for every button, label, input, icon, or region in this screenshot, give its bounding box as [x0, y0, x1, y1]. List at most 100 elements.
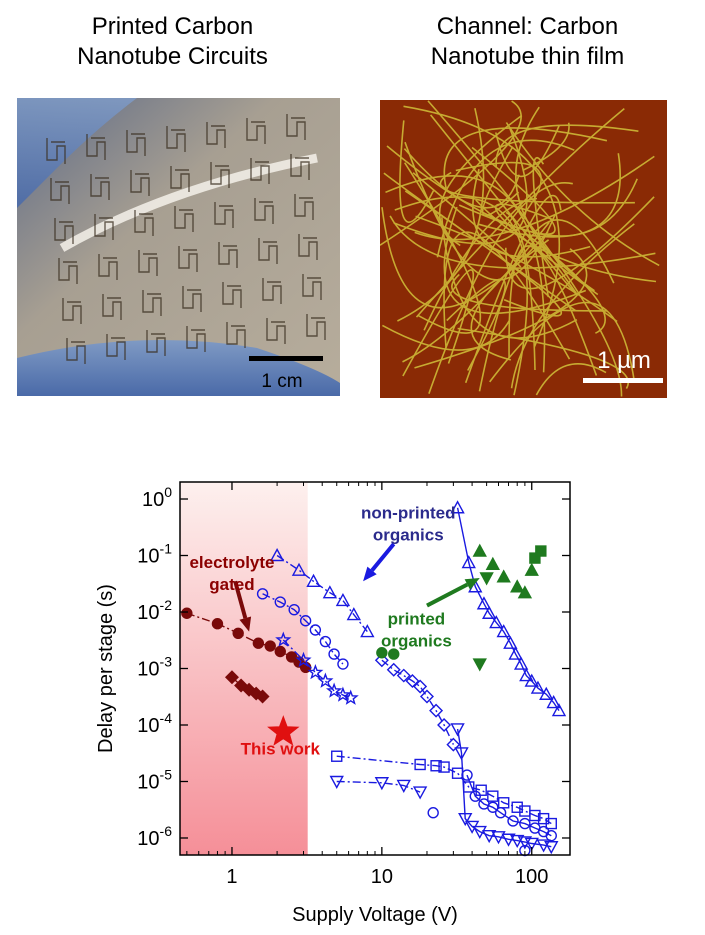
y-tick-label: 100	[142, 484, 172, 511]
nanotube-strand	[470, 239, 550, 361]
nanotube-strand	[464, 194, 562, 384]
nanotube-strand	[436, 139, 575, 258]
data-point	[342, 689, 359, 705]
data-point	[535, 545, 547, 557]
nanotube-strand	[414, 248, 588, 369]
nanotube-strand	[515, 106, 595, 292]
data-point	[461, 769, 473, 781]
nanotube-strand	[508, 245, 598, 376]
circuit-trace	[250, 158, 270, 184]
annotation-arrow	[233, 580, 252, 632]
data-point	[438, 761, 450, 773]
data-point	[461, 555, 476, 569]
data-series	[256, 588, 349, 670]
data-point	[396, 779, 411, 793]
nanotube-strand	[403, 148, 520, 209]
circuit-trace	[142, 290, 162, 316]
nanotube-strand	[404, 162, 482, 334]
caption-printed-circuits: Printed Carbon Nanotube Circuits	[0, 12, 345, 72]
circuit-trace	[66, 338, 86, 364]
data-series	[374, 653, 461, 752]
data-point	[232, 627, 244, 639]
nanotube-strand	[481, 146, 520, 217]
data-series	[267, 715, 300, 746]
nanotube-strand	[495, 125, 560, 178]
circuit-trace	[226, 322, 246, 348]
data-point	[275, 631, 292, 647]
data-series	[275, 631, 359, 705]
data-point	[211, 618, 224, 630]
nanotube-strand	[523, 231, 606, 334]
data-point	[274, 596, 286, 608]
data-point	[346, 607, 361, 621]
data-series	[224, 670, 270, 704]
circuit-trace	[174, 206, 194, 232]
data-point	[413, 679, 428, 694]
data-point	[524, 673, 539, 687]
nanotube-strand	[399, 120, 435, 223]
data-point	[419, 689, 434, 704]
annotation-arrow	[363, 542, 396, 582]
printed-circuits-photo: 1 cm	[17, 98, 340, 396]
shaded-region	[180, 482, 308, 855]
data-point	[519, 805, 531, 817]
series-line	[456, 728, 552, 848]
data-point	[510, 579, 525, 593]
nanotube-strand	[427, 100, 623, 397]
x-axis-label: Supply Voltage (V)	[292, 904, 458, 926]
data-point	[374, 653, 389, 668]
y-tick-label: 10-2	[137, 597, 172, 624]
caption-line: Channel: Carbon	[436, 13, 619, 40]
nanotube-strand	[505, 122, 660, 267]
circuit-trace	[266, 318, 286, 344]
data-point	[487, 801, 499, 813]
circuit-trace	[138, 250, 158, 276]
data-point	[181, 607, 193, 619]
data-point	[414, 758, 426, 771]
circuit-trace	[306, 314, 326, 340]
data-point	[291, 562, 307, 576]
delay-vs-voltage-chart: electrolyte gated non-printed organics print…	[95, 481, 571, 926]
nanotube-strand	[380, 100, 522, 246]
data-point	[524, 562, 539, 576]
circuit-trace	[54, 218, 74, 244]
nanotube-film-image: 1 µm	[380, 100, 667, 398]
data-point	[503, 635, 518, 649]
nanotube-strand	[505, 211, 536, 371]
data-point	[288, 603, 300, 616]
nanotube-strand	[455, 161, 542, 232]
circuit-trace	[58, 258, 78, 284]
circuit-trace	[146, 330, 166, 356]
data-point	[489, 615, 504, 629]
x-tick-label: 1	[226, 866, 237, 888]
data-point	[334, 686, 352, 702]
y-tick-label: 10-1	[137, 541, 172, 568]
data-point	[551, 703, 567, 717]
data-point	[331, 750, 343, 762]
data-point	[307, 663, 324, 680]
data-point	[274, 645, 286, 658]
series-line	[336, 780, 421, 793]
data-point	[507, 815, 519, 827]
data-point	[511, 801, 523, 813]
data-point	[264, 640, 276, 652]
y-axis-label: Delay per stage (s)	[95, 584, 117, 753]
nanotube-strand	[415, 215, 618, 323]
data-point	[472, 543, 487, 557]
annotation-arrow	[426, 578, 480, 608]
series-line	[381, 659, 455, 745]
nanotube-strand	[393, 126, 528, 245]
nanotube-strand	[439, 171, 635, 204]
circuit-trace	[166, 126, 186, 152]
circuit-trace	[134, 210, 154, 236]
nanotube-strand	[383, 172, 577, 312]
circuit-trace	[302, 274, 322, 300]
data-point	[412, 786, 428, 800]
arrow-head	[464, 578, 480, 590]
nanotube-strand	[394, 196, 529, 396]
nanotube-strand	[415, 107, 625, 318]
data-point	[529, 809, 541, 822]
y-tick-label: 10-4	[137, 710, 172, 737]
data-series	[329, 775, 428, 800]
data-point	[519, 817, 531, 830]
